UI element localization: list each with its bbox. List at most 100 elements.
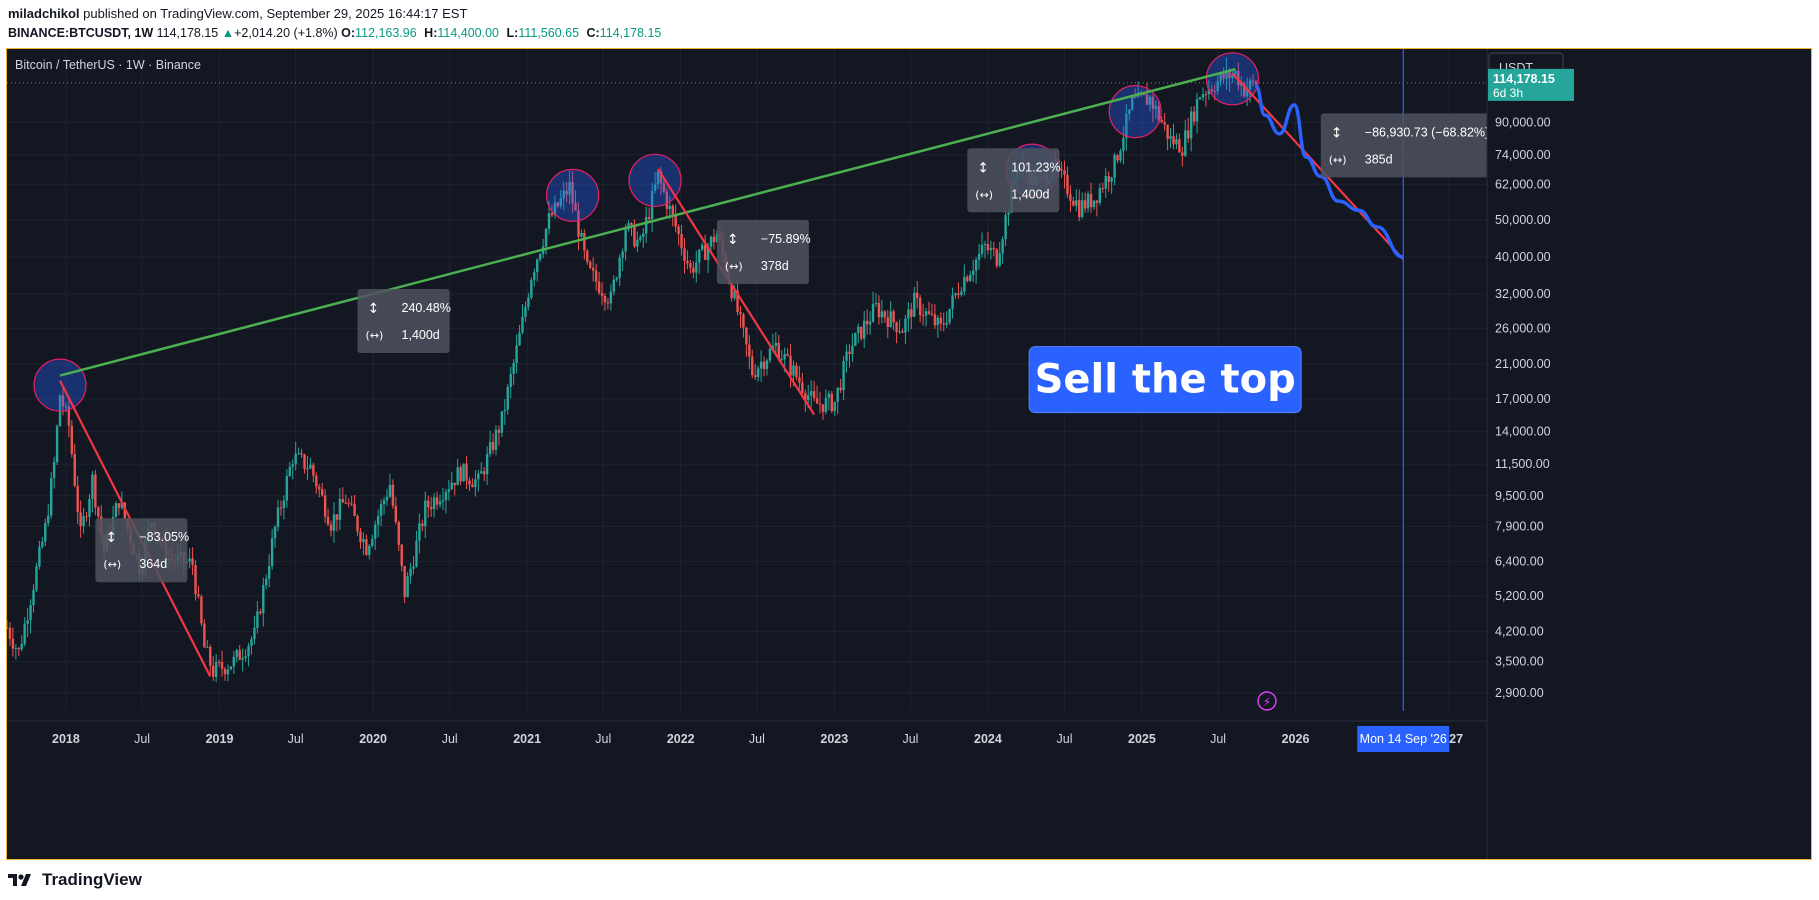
candle-body <box>966 276 969 281</box>
candle-body <box>291 464 294 467</box>
x-tick-label: 2024 <box>974 732 1002 746</box>
candle-body <box>85 516 88 518</box>
candle-body <box>942 323 945 325</box>
candle-body <box>497 429 501 433</box>
candle-body <box>798 377 801 383</box>
candle-body <box>538 253 542 260</box>
close-label: C: <box>586 26 600 40</box>
candle-body <box>821 404 825 412</box>
range-icon: ↕ <box>1331 125 1343 141</box>
candle-body <box>209 646 212 666</box>
candle-body <box>1095 200 1099 203</box>
candle-body <box>562 190 565 199</box>
y-tick-label: 32,000.00 <box>1495 287 1551 301</box>
candle-body <box>913 292 916 317</box>
candle-body <box>868 321 872 325</box>
candle-body <box>580 232 583 237</box>
candle-body <box>1066 174 1069 195</box>
candle-body <box>491 442 495 450</box>
candle-body <box>653 184 657 191</box>
top-circle <box>1205 52 1260 106</box>
candle-body <box>403 565 406 598</box>
chart-frame[interactable]: Bitcoin / TetherUS · 1W · Binance ↕ −83.05… <box>6 48 1812 860</box>
candle-body <box>759 361 763 369</box>
measure-pct: −83.05% <box>139 530 189 544</box>
range-icon: ↕ <box>727 232 739 248</box>
candle-body <box>1113 155 1116 178</box>
time-marker-label: Mon 14 Sep '26 <box>1360 732 1447 746</box>
candle-body <box>1198 97 1202 100</box>
candle-body <box>79 512 82 526</box>
candle-body <box>297 453 300 455</box>
candle-body <box>55 426 59 463</box>
lightning-glyph: ⚡ <box>1263 695 1271 709</box>
candle-body <box>512 362 515 375</box>
candle-body <box>700 244 704 250</box>
candle-body <box>241 657 244 660</box>
low-label: L: <box>506 26 519 40</box>
candle-body <box>1225 70 1228 79</box>
candle-body <box>877 302 881 318</box>
candle-body <box>1175 139 1178 145</box>
candle-body <box>633 224 636 247</box>
candle-body <box>742 314 745 328</box>
candle-body <box>1172 136 1175 145</box>
candle-body <box>591 267 595 271</box>
candle-body <box>11 638 15 649</box>
candle-body <box>206 646 209 648</box>
candle-body <box>518 332 521 346</box>
candle-body <box>253 627 256 640</box>
candle-body <box>1142 94 1146 96</box>
author-name[interactable]: miladchikol <box>8 6 80 21</box>
candle-body <box>916 292 919 299</box>
candle-body <box>444 491 448 501</box>
candle-body <box>1195 99 1199 122</box>
candle-body <box>374 524 377 539</box>
candle-body <box>574 202 577 211</box>
candle-body <box>500 411 504 433</box>
candle-body <box>1107 175 1110 182</box>
candle-body <box>606 302 610 304</box>
measure-pct: −86,930.73 (−68.82%) <box>1365 125 1489 139</box>
candle-body <box>47 515 50 524</box>
candle-body <box>44 523 47 542</box>
candle-body <box>429 507 433 510</box>
y-tick-label: 7,900.00 <box>1495 519 1544 533</box>
top-circle <box>33 358 87 412</box>
candle-body <box>1207 89 1211 95</box>
candle-body <box>17 647 20 650</box>
candle-body <box>400 544 403 566</box>
open-label: O: <box>341 26 356 40</box>
candle-body <box>565 190 568 195</box>
low-value: 111,560.65 <box>518 26 580 40</box>
candle-body <box>889 311 892 327</box>
candle-body <box>188 558 191 562</box>
candle-body <box>483 471 486 475</box>
price-chart[interactable]: Bitcoin / TetherUS · 1W · Binance ↕ −83.05… <box>7 49 1811 859</box>
last-price-tag <box>1488 68 1574 101</box>
candle-body <box>1157 106 1160 121</box>
candle-body <box>421 523 424 527</box>
candle-body <box>677 226 680 235</box>
candle-body <box>509 374 512 387</box>
candle-body <box>279 507 283 509</box>
candle-body <box>409 568 412 577</box>
x-tick-label: 2022 <box>667 732 695 746</box>
candle-body <box>67 406 71 426</box>
candle-body <box>282 500 286 509</box>
open-value: 112,163.96 <box>355 26 417 40</box>
candle-body <box>530 279 533 298</box>
x-tick-label: Jul <box>1210 732 1226 746</box>
candle-body <box>235 650 238 657</box>
last-price: 114,178.15 <box>156 26 219 40</box>
candle-body <box>927 311 931 314</box>
price-change: +2,014.20 (+1.8%) <box>234 26 338 40</box>
candle-body <box>312 464 315 476</box>
candle-body <box>1166 124 1169 139</box>
candle-body <box>38 546 41 567</box>
candle-body <box>471 484 474 488</box>
candle-body <box>1092 200 1096 208</box>
candle-body <box>341 498 345 503</box>
trend-line <box>59 67 1236 377</box>
candle-body <box>35 566 38 590</box>
